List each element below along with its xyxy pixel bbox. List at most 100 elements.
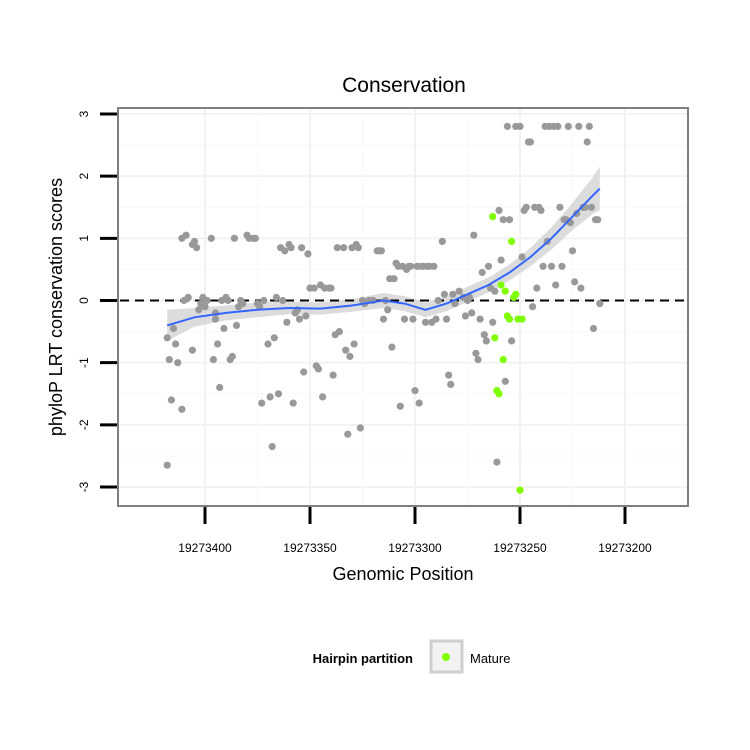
other-point <box>466 293 474 301</box>
x-tick-label: 19273400 <box>178 541 232 555</box>
other-point <box>298 244 306 252</box>
other-point <box>390 275 398 283</box>
data-points <box>163 122 604 494</box>
other-point <box>585 122 593 130</box>
mature-point <box>518 315 526 323</box>
other-point <box>377 247 385 255</box>
other-point <box>195 306 203 314</box>
mature-point <box>505 315 514 323</box>
other-point <box>470 231 478 239</box>
other-point <box>468 309 476 317</box>
x-tick-label: 19273200 <box>598 541 652 555</box>
other-point <box>264 340 272 348</box>
other-point <box>407 262 415 270</box>
confidence-band-area <box>167 166 600 341</box>
other-point <box>571 278 579 286</box>
other-point <box>350 340 358 348</box>
other-point <box>529 303 537 311</box>
other-point <box>209 356 217 364</box>
other-point <box>554 122 562 130</box>
y-axis-label: phyloP LRT conservation scores <box>46 178 66 436</box>
mature-point <box>489 213 497 221</box>
other-point <box>430 262 438 270</box>
mature-point <box>499 356 507 364</box>
other-point <box>287 244 295 252</box>
other-point <box>505 216 514 224</box>
legend-label-mature: Mature <box>470 651 510 666</box>
mature-point <box>491 334 499 342</box>
legend-key-mature-dot <box>442 653 450 661</box>
other-point <box>478 268 486 277</box>
other-point <box>211 315 220 323</box>
other-point <box>421 318 430 326</box>
other-point <box>484 262 493 270</box>
other-point <box>384 306 392 314</box>
other-point <box>172 340 180 348</box>
y-tick-label: 2 <box>77 173 91 180</box>
other-point <box>190 237 199 245</box>
other-point <box>182 231 190 239</box>
legend: Hairpin partition Mature <box>313 639 510 674</box>
other-point <box>415 399 423 407</box>
panel-border <box>117 107 689 507</box>
other-point <box>556 203 564 211</box>
other-point <box>279 296 287 305</box>
other-point <box>558 262 566 270</box>
other-point <box>274 390 283 398</box>
other-point <box>482 337 490 345</box>
other-point <box>258 399 266 407</box>
other-point <box>472 349 480 357</box>
other-point <box>283 318 291 326</box>
mature-point <box>516 486 524 494</box>
other-point <box>589 324 598 333</box>
other-point <box>327 284 335 292</box>
mature-point <box>497 281 505 289</box>
other-point <box>239 300 247 308</box>
other-point <box>388 343 396 351</box>
other-point <box>163 334 171 342</box>
other-point <box>289 399 297 407</box>
other-point <box>474 356 482 364</box>
other-point <box>432 315 440 323</box>
chart-title: Conservation <box>342 74 466 97</box>
other-point <box>295 315 304 323</box>
other-point <box>224 296 232 305</box>
other-point <box>539 262 547 270</box>
other-point <box>272 293 280 301</box>
other-point <box>411 387 419 395</box>
smooth-line-path <box>166 187 601 327</box>
y-tick-label: -1 <box>77 357 91 368</box>
other-point <box>329 371 337 379</box>
other-point <box>596 300 604 308</box>
other-point <box>409 315 417 323</box>
other-point <box>451 300 459 308</box>
other-point <box>266 393 274 401</box>
other-point <box>526 138 535 146</box>
other-point <box>461 312 469 320</box>
other-point <box>518 253 526 261</box>
other-point <box>207 234 215 242</box>
other-point <box>268 443 276 451</box>
legend-title: Hairpin partition <box>313 651 413 666</box>
other-point <box>188 346 196 354</box>
other-point <box>163 461 171 469</box>
other-point <box>480 331 488 339</box>
other-point <box>178 405 186 413</box>
other-point <box>442 315 451 323</box>
y-tick-label: 1 <box>77 235 91 242</box>
other-point <box>449 290 457 298</box>
other-point <box>270 334 278 342</box>
smooth-line <box>166 187 601 327</box>
other-point <box>335 328 343 336</box>
y-tick-label: -3 <box>77 481 91 492</box>
other-point <box>333 244 341 252</box>
other-point <box>499 216 507 224</box>
other-point <box>356 424 364 432</box>
other-point <box>440 290 448 298</box>
other-point <box>302 312 310 320</box>
other-point <box>310 284 318 292</box>
other-point <box>445 371 453 379</box>
other-point <box>180 296 188 305</box>
other-point <box>193 244 201 252</box>
